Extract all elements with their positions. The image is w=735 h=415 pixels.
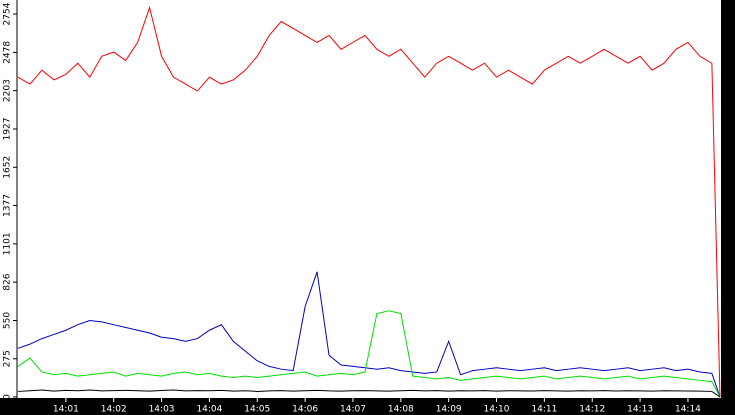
x-tick-label: 14:04 [196,405,222,415]
x-tick-label: 14:14 [675,405,701,415]
y-tick-label: 2478 [3,41,13,64]
x-tick-label: 14:03 [149,405,175,415]
x-tick-label: 14:02 [101,405,127,415]
x-tick-label: 14:07 [340,405,366,415]
y-tick-label: 550 [3,312,13,329]
x-tick-label: 14:11 [531,405,557,415]
y-tick-label: 826 [3,273,13,290]
x-tick-label: 14:06 [292,405,318,415]
y-tick-label: 1652 [3,156,13,179]
series-line [17,5,721,398]
x-tick-label: 14:10 [484,405,510,415]
y-tick-label: 275 [3,350,13,367]
x-tick-label: 14:05 [244,405,270,415]
series-line [17,389,721,398]
y-tick-label: 1927 [3,118,13,141]
x-tick-label: 14:13 [627,405,653,415]
y-tick-label: 2754 [3,2,13,25]
y-tick-label: 2203 [3,79,13,102]
x-axis-band [0,398,735,415]
x-tick-label: 14:01 [53,405,79,415]
series-line [17,271,721,398]
x-tick-label: 14:08 [388,405,414,415]
x-tick-label: 14:09 [436,405,462,415]
x-tick-label: 14:12 [579,405,605,415]
series-line [17,310,721,398]
y-tick-label: 1101 [3,232,13,255]
y-tick-label: 1377 [3,194,13,217]
right-band [721,0,735,415]
y-tick-label: 0 [3,394,13,400]
